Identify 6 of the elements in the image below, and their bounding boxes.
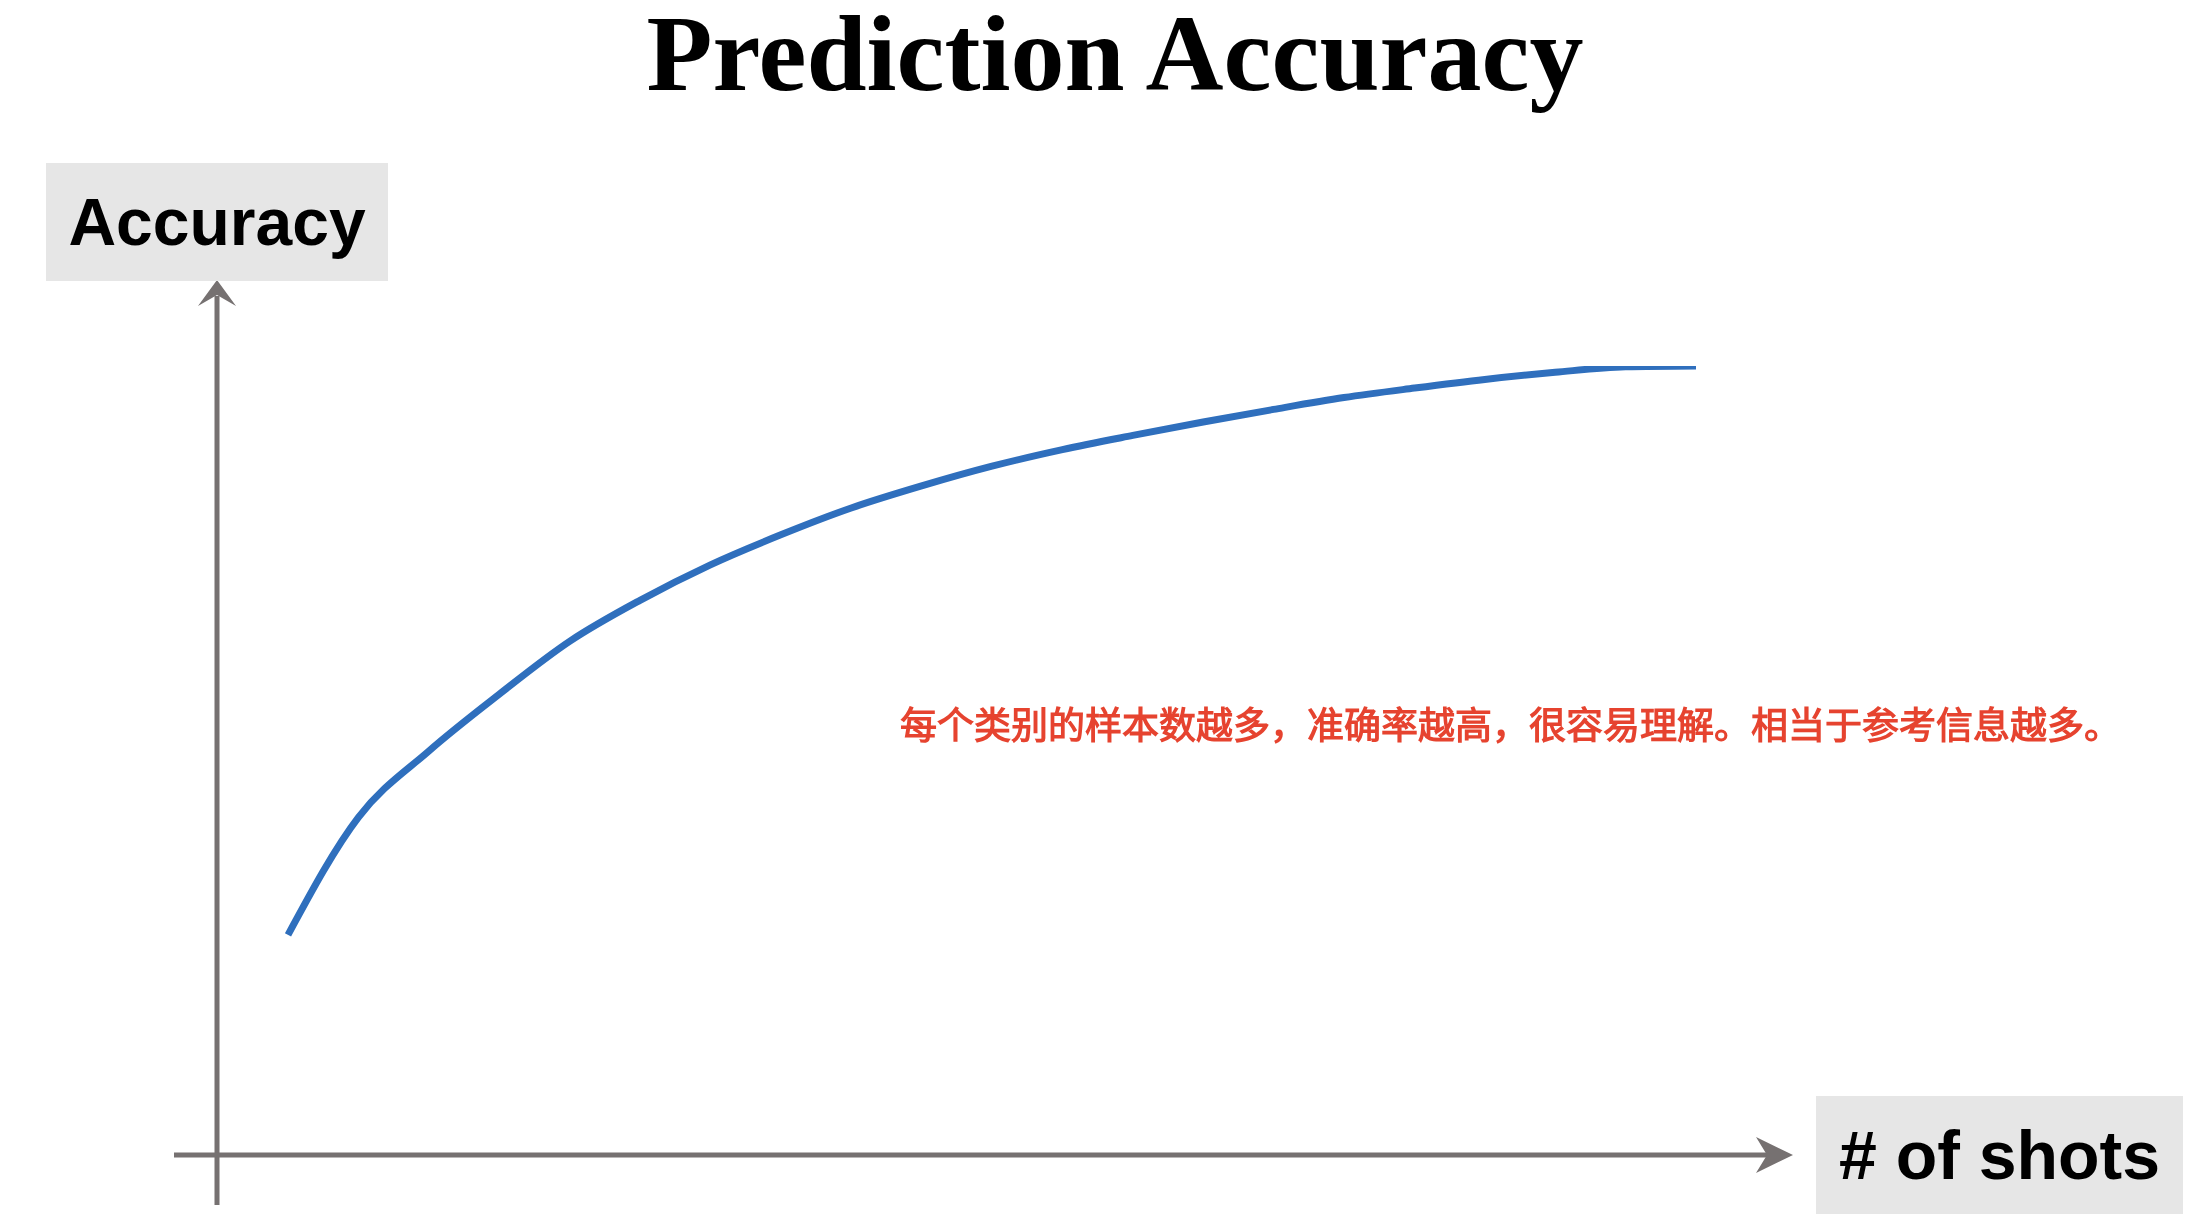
chart-title: Prediction Accuracy xyxy=(645,0,1585,113)
label-box: # of shots xyxy=(1816,1096,2183,1214)
x-axis-title: # of shots xyxy=(1838,1116,2161,1193)
y-axis-title: Accuracy xyxy=(68,184,366,259)
annotation: 每个类别的样本数越多，准确率越高，很容易理解。相当于参考信息越多。 xyxy=(898,705,2122,750)
label-box: Accuracy xyxy=(46,163,388,281)
